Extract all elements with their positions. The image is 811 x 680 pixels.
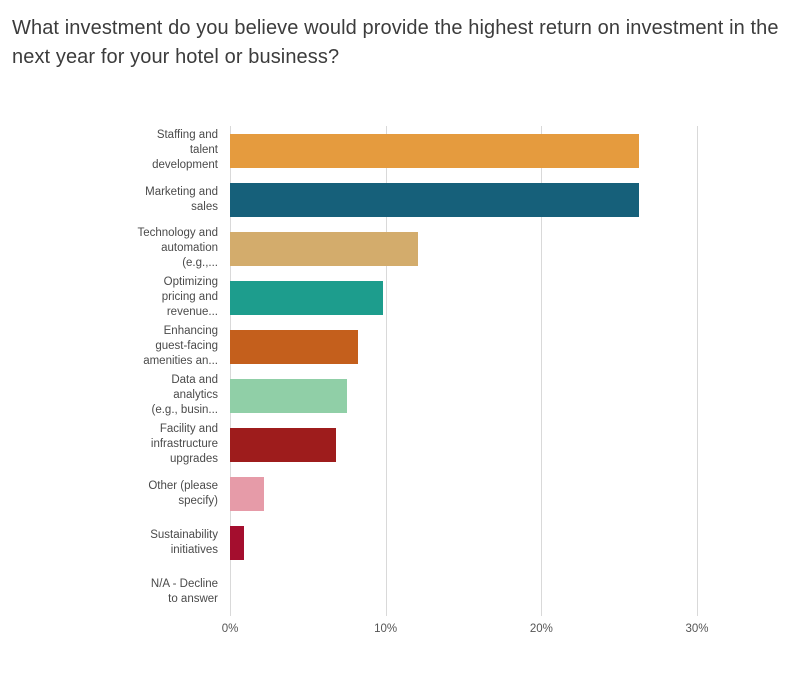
chart-row: Technology and automation (e.g.,...: [12, 224, 797, 273]
bar-chart: Staffing and talent development Marketing…: [12, 126, 797, 642]
bar: [230, 476, 265, 511]
x-axis: 0% 10% 20% 30%: [222, 616, 709, 642]
bar-track: [230, 231, 697, 266]
plot-area: Staffing and talent development Marketing…: [12, 126, 797, 616]
chart-row: N/A - Decline to answer: [12, 567, 797, 616]
chart-row: Optimizing pricing and revenue...: [12, 273, 797, 322]
category-label: Marketing and sales: [145, 185, 218, 213]
bar-track: [230, 575, 697, 609]
chart-row: Marketing and sales: [12, 175, 797, 224]
x-tick-label: 20%: [529, 623, 553, 635]
bar: [230, 182, 640, 217]
category-label: Data and analytics (e.g., busin...: [151, 374, 218, 416]
chart-row: Enhancing guest-facing amenities an...: [12, 322, 797, 371]
gridlines: [230, 126, 698, 616]
bar: [230, 133, 640, 168]
bar-track: [230, 329, 697, 364]
bar: [230, 378, 347, 413]
category-label: Optimizing pricing and revenue...: [161, 276, 218, 318]
category-label: N/A - Decline to answer: [150, 577, 218, 605]
bar-track: [230, 182, 697, 217]
x-tick-label: 0%: [221, 623, 239, 635]
bar-track: [230, 280, 697, 315]
category-label: Enhancing guest-facing amenities an...: [143, 325, 218, 367]
chart-row: Data and analytics (e.g., busin...: [12, 371, 797, 420]
bar: [230, 280, 383, 315]
gridline: [230, 126, 231, 616]
bar: [230, 525, 244, 560]
bar: [230, 427, 336, 462]
x-tick-label: 10%: [374, 623, 398, 635]
chart-row: Staffing and talent development: [12, 126, 797, 175]
bar-track: [230, 378, 697, 413]
chart-title: What investment do you believe would pro…: [12, 17, 779, 68]
gridline: [541, 126, 543, 616]
bar-track: [230, 427, 697, 462]
bar: [230, 231, 419, 266]
bar: [230, 329, 358, 364]
category-label: Other (please specify): [148, 479, 218, 507]
chart-rows: Staffing and talent development Marketing…: [12, 126, 797, 616]
category-label: Technology and automation (e.g.,...: [137, 227, 218, 269]
chart-row: Sustainability initiatives: [12, 518, 797, 567]
gridline: [385, 126, 387, 616]
category-label: Staffing and talent development: [152, 129, 218, 171]
category-label: Sustainability initiatives: [150, 528, 218, 556]
bar-track: [230, 525, 697, 560]
gridline: [697, 126, 698, 616]
bar-track: [230, 476, 697, 511]
x-tick-label: 30%: [685, 623, 709, 635]
category-label: Facility and infrastructure upgrades: [150, 423, 218, 465]
bar-track: [230, 133, 697, 168]
chart-row: Facility and infrastructure upgrades: [12, 420, 797, 469]
chart-row: Other (please specify): [12, 469, 797, 518]
